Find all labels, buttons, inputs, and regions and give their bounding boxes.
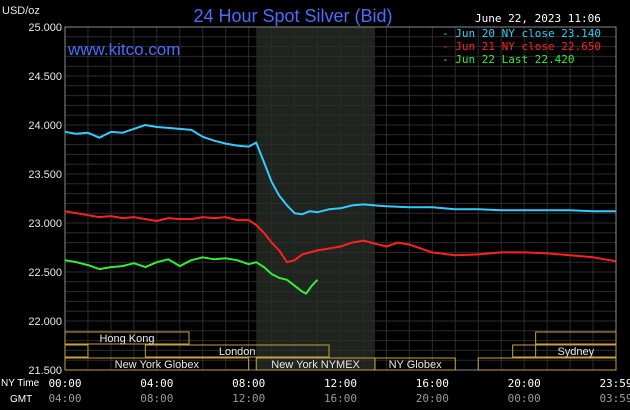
ny-time-axis-label: NY Time bbox=[1, 378, 40, 389]
market-session-box bbox=[64, 357, 250, 371]
market-session-box bbox=[64, 331, 190, 345]
y-tick-label: 24.500 bbox=[28, 71, 62, 83]
y-tick-label: 23.000 bbox=[28, 218, 62, 230]
x-tick-gmt: 16:00 bbox=[324, 392, 357, 405]
market-label: New York NYMEX bbox=[271, 359, 360, 371]
x-tick-ny: 23:59 bbox=[599, 377, 630, 390]
series-lines bbox=[64, 124, 616, 295]
y-tick-label: 22.500 bbox=[28, 267, 62, 279]
chart-datetime: June 22, 2023 11:06 bbox=[475, 12, 601, 25]
x-tick-ny: 16:00 bbox=[416, 377, 449, 390]
x-tick-gmt: 04:00 bbox=[48, 392, 81, 405]
y-tick-label: 24.000 bbox=[28, 120, 62, 132]
brand-link[interactable]: www.kitco.com bbox=[67, 40, 180, 59]
nymex-session-band bbox=[256, 27, 375, 370]
x-tick-ny: 00:00 bbox=[48, 377, 81, 390]
x-tick-ny: 04:00 bbox=[140, 377, 173, 390]
market-session-box bbox=[535, 344, 617, 358]
x-tick-gmt: 20:00 bbox=[416, 392, 449, 405]
y-axis-ticks: 25.000 24.500 24.000 23.500 23.000 22.500 22.0… bbox=[28, 22, 62, 377]
market-label: New York Globex bbox=[115, 359, 200, 371]
legend-entry: - Jun 22 Last 22.420 bbox=[442, 53, 574, 66]
legend: - Jun 20 NY close 23.140- Jun 21 NY clos… bbox=[442, 27, 601, 66]
series-line bbox=[64, 210, 616, 264]
series-line bbox=[64, 124, 616, 216]
x-axis-ticks: 00:00 04:00 08:00 12:00 16:00 20:00 23:59 04:00… bbox=[48, 377, 630, 405]
gmt-axis-label: GMT bbox=[10, 394, 32, 405]
y-tick-label: 25.000 bbox=[28, 22, 62, 34]
legend-entry: - Jun 20 NY close 23.140 bbox=[442, 27, 601, 40]
market-label: Sydney bbox=[557, 346, 594, 358]
x-tick-ny: 20:00 bbox=[508, 377, 541, 390]
y-axis-unit-label: USD/oz bbox=[2, 5, 40, 17]
x-tick-ny: 12:00 bbox=[324, 377, 357, 390]
x-tick-gmt: 08:00 bbox=[140, 392, 173, 405]
market-sessions: Hong Kong London Sydney New York Globex New … bbox=[64, 331, 617, 371]
legend-entry: - Jun 21 NY close 22.650 bbox=[442, 40, 601, 53]
market-session-box bbox=[535, 331, 617, 345]
y-tick-label: 21.500 bbox=[28, 365, 62, 377]
market-label: London bbox=[219, 346, 256, 358]
y-tick-label: 22.000 bbox=[28, 316, 62, 328]
y-tick-label: 23.500 bbox=[28, 169, 62, 181]
x-tick-gmt: 12:00 bbox=[232, 392, 265, 405]
market-session-box bbox=[374, 357, 456, 371]
market-label: Hong Kong bbox=[99, 333, 154, 345]
market-session-box bbox=[477, 357, 617, 371]
chart-title: 24 Hour Spot Silver (Bid) bbox=[193, 6, 392, 26]
market-session-box bbox=[64, 344, 89, 358]
x-tick-ny: 08:00 bbox=[232, 377, 265, 390]
x-tick-gmt: 03:59 bbox=[599, 392, 630, 405]
x-tick-gmt: 00:00 bbox=[508, 392, 541, 405]
market-session-box bbox=[144, 344, 330, 358]
market-label: NY Globex bbox=[389, 359, 442, 371]
series-line bbox=[64, 256, 319, 295]
